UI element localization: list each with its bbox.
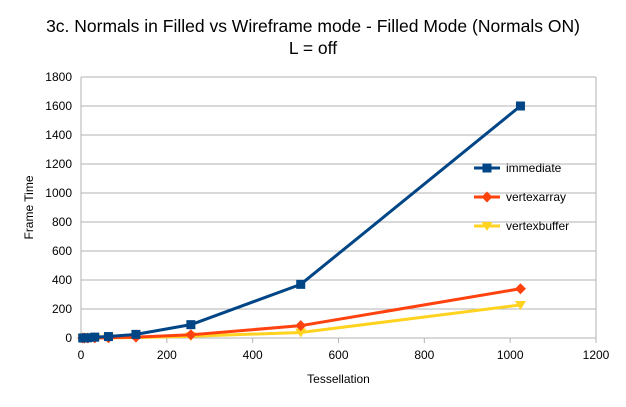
legend-swatch-marker [481, 222, 493, 231]
legend-item-vertexbuffer: vertexbuffer [474, 219, 569, 233]
data-point-immediate [131, 329, 141, 339]
y-tick-label: 1800 [45, 70, 72, 84]
data-point-vertexarray [295, 320, 307, 332]
x-tick-label: 1200 [583, 348, 610, 362]
data-point-immediate [186, 320, 196, 330]
y-tick-label: 200 [52, 302, 72, 316]
data-point-vertexarray [185, 329, 197, 341]
x-tick-label: 800 [414, 348, 434, 362]
x-tick-label: 400 [243, 348, 263, 362]
legend-label: vertexbuffer [506, 219, 569, 233]
y-tick-label: 600 [52, 244, 72, 258]
data-point-vertexarray [514, 283, 526, 295]
data-point-immediate [103, 332, 113, 342]
x-axis-title: Tessellation [307, 372, 370, 386]
legend-item-immediate: immediate [474, 161, 562, 175]
data-point-immediate [90, 332, 100, 342]
legend-swatch-marker [481, 191, 493, 203]
data-point-vertexbuffer [514, 300, 526, 310]
x-tick-label: 1000 [497, 348, 524, 362]
data-point-immediate [515, 101, 525, 111]
series-immediate [78, 101, 525, 343]
data-point-vertexbuffer [295, 328, 307, 338]
y-tick-label: 0 [65, 331, 72, 345]
chart-title: 3c. Normals in Filled vs Wireframe mode … [46, 16, 580, 36]
x-tick-label: 600 [328, 348, 348, 362]
axes: 0 200 400 600 800 1000 1200 1400 1600 1800 0 200 400… [45, 70, 609, 362]
y-tick-label: 1600 [45, 99, 72, 113]
chart-subtitle: L = off [288, 38, 338, 58]
grid-lines [81, 76, 596, 339]
y-tick-label: 800 [52, 215, 72, 229]
legend-swatch-marker [482, 163, 492, 173]
legend: immediate vertexarray vertexbuffer [474, 161, 569, 233]
x-tick-label: 200 [157, 348, 177, 362]
y-tick-label: 1200 [45, 157, 72, 171]
data-point-immediate [83, 333, 93, 343]
y-axis-title: Frame Time [22, 175, 36, 239]
series-plot [77, 101, 526, 344]
y-tick-label: 1000 [45, 186, 72, 200]
legend-label: immediate [506, 161, 562, 175]
y-tick-label: 1400 [45, 128, 72, 142]
y-tick-label: 400 [52, 273, 72, 287]
legend-label: vertexarray [506, 190, 566, 204]
legend-item-vertexarray: vertexarray [474, 190, 566, 204]
data-point-immediate [296, 279, 306, 289]
x-tick-label: 0 [78, 348, 85, 362]
